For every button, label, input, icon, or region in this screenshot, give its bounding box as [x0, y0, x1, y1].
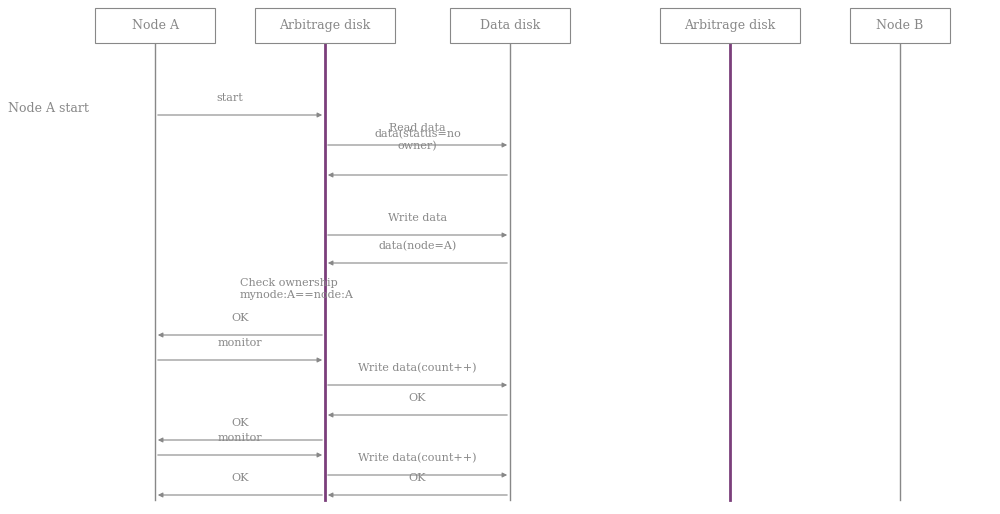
- Text: OK: OK: [231, 418, 249, 428]
- Text: OK: OK: [409, 473, 426, 483]
- Text: Write data: Write data: [388, 213, 447, 223]
- Bar: [255, 8, 395, 43]
- Text: monitor: monitor: [218, 433, 262, 443]
- Bar: [95, 8, 215, 43]
- Text: Check ownership
mynode:A==node:A: Check ownership mynode:A==node:A: [240, 278, 354, 300]
- Text: Data disk: Data disk: [480, 19, 540, 32]
- Text: Read data: Read data: [389, 123, 446, 133]
- Text: Node B: Node B: [876, 19, 924, 32]
- Text: data(status=no
owner): data(status=no owner): [374, 128, 461, 151]
- Text: Arbitrage disk: Arbitrage disk: [279, 19, 371, 32]
- Text: start: start: [217, 93, 243, 103]
- Text: Node A: Node A: [132, 19, 178, 32]
- Text: monitor: monitor: [218, 338, 262, 348]
- Text: OK: OK: [231, 313, 249, 323]
- Bar: [450, 8, 570, 43]
- Text: data(node=A): data(node=A): [378, 241, 457, 251]
- Text: Write data(count++): Write data(count++): [358, 453, 477, 463]
- Text: OK: OK: [231, 473, 249, 483]
- Bar: [850, 8, 950, 43]
- Text: Write data(count++): Write data(count++): [358, 363, 477, 373]
- Text: Arbitrage disk: Arbitrage disk: [684, 19, 776, 32]
- Text: OK: OK: [409, 393, 426, 403]
- Bar: [660, 8, 800, 43]
- Text: Node A start: Node A start: [8, 101, 89, 115]
